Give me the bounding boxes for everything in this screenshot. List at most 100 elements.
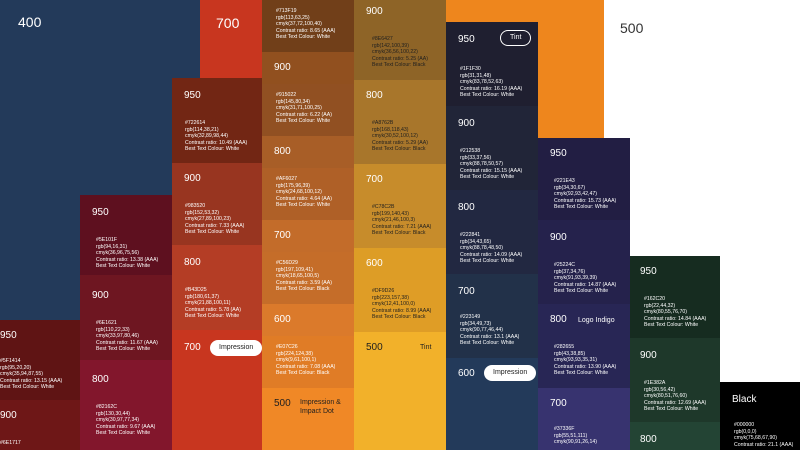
swatch-amber-d: #DF9D26 rgb(223,157,38) cmyk(12,41,100,0) C…: [354, 280, 446, 332]
swatch-amber-c: #C78C2B rgb(199,140,43) cmyk(21,46,100,3) C…: [354, 196, 446, 248]
swatch-red-900b: 900 #983520 rgb(152,53,32) cmyk(27,89,100,…: [172, 163, 262, 245]
swatch-orange-d: #C56D29 rgb(197,109,41) cmyk(18,65,100,5) C…: [262, 252, 354, 304]
swatch-info: #282655 rgb(43,38,85) cmyk(93,93,35,31) Con…: [554, 344, 617, 377]
swatch-info: #222841 rgb(34,43,65) cmyk(88,78,48,50) Con…: [460, 232, 523, 265]
swatch-amber-800: 800: [354, 80, 446, 112]
swatch-level: 600: [274, 314, 291, 325]
swatch-info: #223149 rgb(34,49,73) cmyk(90,77,46,44) Con…: [460, 314, 520, 347]
swatch-amber-900: 900: [354, 0, 446, 28]
swatch-info: #B43D25 rgb(180,61,37) cmyk(21,88,100,11) C…: [185, 287, 241, 320]
swatch-level: 800: [366, 90, 383, 101]
swatch-level: 950: [550, 148, 567, 159]
swatch-indigo-700: 700 #37336F rgb(55,51,111) cmyk(90,91,26,1…: [538, 388, 630, 450]
swatch-info: #E07C26 rgb(224,124,38) cmyk(9,61,100,1) Co…: [276, 344, 336, 377]
swatch-orange-a: #713F19 rgb(113,63,25) cmyk(37,72,100,40) C…: [262, 0, 354, 52]
swatch-level: 950: [92, 207, 109, 218]
swatch-red-950b: 950 #722614 rgb(114,38,21) cmyk(32,89,98,4…: [172, 78, 262, 163]
swatch-label-500: 500: [620, 20, 644, 36]
swatch-info: #C56D29 rgb(197,109,41) cmyk(18,65,100,5) C…: [276, 260, 332, 293]
swatch-info: #5E101F rgb(94,16,31) cmyk(36,96,75,56) Con…: [96, 237, 159, 270]
swatch-orange-e: #E07C26 rgb(224,124,38) cmyk(9,61,100,1) Co…: [262, 336, 354, 388]
swatch-green-900: 900 #1E382A rgb(30,56,42) cmyk(80,51,76,60…: [630, 338, 720, 422]
swatch-red-700b: 700 Impression: [172, 330, 262, 450]
swatch-level: 950: [0, 330, 17, 341]
swatch-info: #5F1414 rgb(95,20,20) cmyk(35,94,87,55) Con…: [0, 358, 63, 391]
swatch-amber-b: #A8762B rgb(168,118,43) cmyk(30,52,100,12)…: [354, 112, 446, 164]
swatch-green-950: 950 #162C20 rgb(22,44,32) cmyk(80,55,76,70…: [630, 256, 720, 338]
swatch-level: 900: [366, 6, 383, 17]
swatch-crimson-800: 800 #82162C rgb(130,30,44) cmyk(30,97,77,3…: [80, 360, 172, 450]
swatch-green-800: 800: [630, 422, 720, 450]
tint-pill[interactable]: Tint: [500, 30, 532, 46]
swatch-orange-b: #915022 rgb(145,80,34) cmyk(31,71,100,25) C…: [262, 84, 354, 136]
swatch-info: #8E6427 rgb(142,100,39) cmyk(36,56,100,22)…: [372, 36, 428, 69]
swatch-crimson-900: 900 #6E1621 rgb(110,22,33) cmyk(33,97,80,4…: [80, 275, 172, 360]
swatch-level: 950: [640, 266, 657, 277]
swatch-amber-a: #8E6427 rgb(142,100,39) cmyk(36,56,100,22)…: [354, 28, 446, 80]
swatch-info: #37336F rgb(55,51,111) cmyk(90,91,26,14): [554, 426, 597, 446]
swatch-level: 800: [640, 434, 657, 445]
swatch-navy-900: 900 #212538 rgb(33,37,56) cmyk(88,78,50,57…: [446, 106, 538, 190]
swatch-info: #AF6027 rgb(175,96,39) cmyk(24,68,100,12) C…: [276, 176, 332, 209]
swatch-info: #212538 rgb(33,37,56) cmyk(88,78,50,57) Con…: [460, 148, 523, 181]
swatch-indigo-800: 800 Logo Indigo #282655 rgb(43,38,85) cmyk…: [538, 304, 630, 388]
swatch-navy-700: 700 #223149 rgb(34,49,73) cmyk(90,77,46,44…: [446, 274, 538, 358]
swatch-crimson-950: 950 #5E101F rgb(94,16,31) cmyk(36,96,75,56…: [80, 195, 172, 275]
swatch-orange-900: 900: [262, 52, 354, 84]
swatch-amber-600: 600: [354, 248, 446, 280]
swatch-info: #983520 rgb(152,53,32) cmyk(27,89,100,23) C…: [185, 203, 245, 236]
swatch-info: #6E1621 rgb(110,22,33) cmyk(33,97,80,46) Co…: [96, 320, 158, 353]
swatch-level: 900: [0, 410, 17, 421]
swatch-level: 700: [184, 342, 201, 353]
swatch-level: 900: [550, 232, 567, 243]
swatch-orange-700: 700: [262, 220, 354, 252]
swatch-level: 700: [274, 230, 291, 241]
swatch-orange-800: 800: [262, 136, 354, 168]
swatch-level: 800: [92, 374, 109, 385]
impression-impact-label: Impression & Impact Dot: [300, 399, 341, 415]
swatch-level: 600: [458, 368, 475, 379]
swatch-level: 950: [458, 34, 475, 45]
swatch-indigo-950: 950 #221E43 rgb(34,30,67) cmyk(92,93,42,47…: [538, 138, 630, 220]
swatch-info: #C78C2B rgb(199,140,43) cmyk(21,46,100,3) C…: [372, 204, 432, 237]
swatch-info: #915022 rgb(145,80,34) cmyk(31,71,100,25) C…: [276, 92, 332, 125]
swatch-level: 800: [458, 202, 475, 213]
swatch-info: #162C20 rgb(22,44,32) cmyk(80,55,76,70) Con…: [644, 296, 707, 329]
swatch-orange-c: #AF6027 rgb(175,96,39) cmyk(24,68,100,12) C…: [262, 168, 354, 220]
swatch-level: 500: [274, 398, 291, 409]
swatch-red-700-top: 700: [200, 0, 262, 78]
swatch-info: #1F1F30 rgb(31,31,48) cmyk(83,78,52,63) Con…: [460, 66, 523, 99]
swatch-level: 900: [274, 62, 291, 73]
swatch-level: 900: [458, 118, 475, 129]
swatch-level: Black: [732, 394, 757, 405]
swatch-label-700: 700: [216, 15, 240, 31]
swatch-info: #221E43 rgb(34,30,67) cmyk(92,93,42,47) Con…: [554, 178, 617, 211]
swatch-level: 500: [366, 342, 383, 353]
swatch-info: #DF9D26 rgb(223,157,38) cmyk(12,41,100,0) C…: [372, 288, 432, 321]
impression-pill[interactable]: Impression: [210, 340, 262, 356]
swatch-info: #722614 rgb(114,38,21) cmyk(32,89,98,44) Co…: [185, 120, 248, 153]
swatch-level: 800: [184, 257, 201, 268]
swatch-info: #82162C rgb(130,30,44) cmyk(30,97,77,34) Co…: [96, 404, 156, 437]
swatch-red-950: 950 #5F1414 rgb(95,20,20) cmyk(35,94,87,55…: [0, 320, 80, 400]
swatch-level: 700: [458, 286, 475, 297]
swatch-info: #000000 rgb(0,0,0) cmyk(75,68,67,90) Contra…: [734, 422, 794, 448]
swatch-info: #713F19 rgb(113,63,25) cmyk(37,72,100,40) C…: [276, 8, 336, 41]
swatch-black: Black #000000 rgb(0,0,0) cmyk(75,68,67,90)…: [720, 382, 800, 450]
impression-pill[interactable]: Impression: [484, 365, 537, 381]
swatch-info: #A8762B rgb(168,118,43) cmyk(30,52,100,12)…: [372, 120, 428, 153]
swatch-info: #6E1717: [0, 440, 21, 446]
swatch-red-900: 900 #6E1717: [0, 400, 80, 450]
swatch-amber-700: 700: [354, 164, 446, 196]
swatch-info: #1E382A rgb(30,56,42) cmyk(80,51,76,60) Con…: [644, 380, 707, 413]
swatch-navy-800: 800 #222841 rgb(34,43,65) cmyk(88,78,48,50…: [446, 190, 538, 274]
swatch-level: 900: [640, 350, 657, 361]
swatch-label-400: 400: [18, 14, 42, 30]
swatch-orange-600: 600: [262, 304, 354, 336]
swatch-level: 950: [184, 90, 201, 101]
swatch-indigo-900: 900 #25224C rgb(37,34,76) cmyk(91,93,39,39…: [538, 220, 630, 304]
swatch-info: #25224C rgb(37,34,76) cmyk(91,93,39,39) Con…: [554, 262, 617, 295]
swatch-level: 800: [274, 146, 291, 157]
swatch-level: 900: [92, 290, 109, 301]
swatch-level: 900: [184, 173, 201, 184]
